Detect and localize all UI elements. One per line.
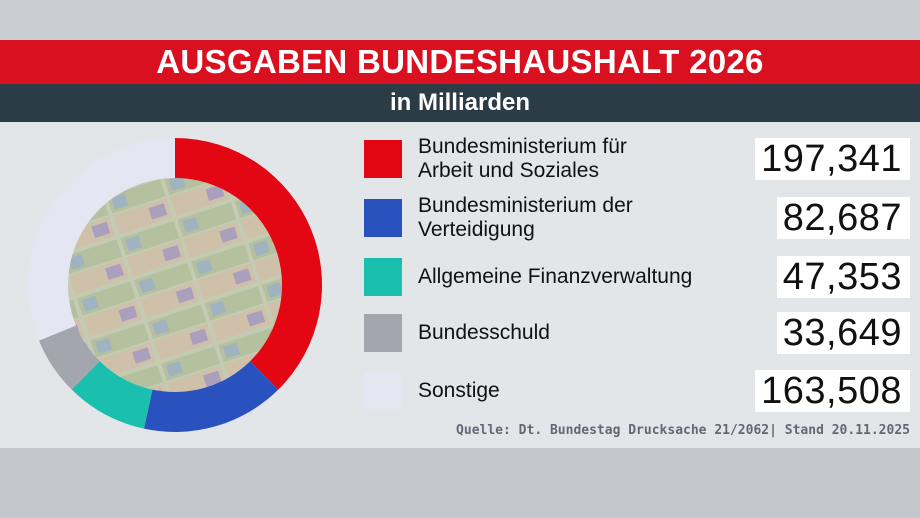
source-note: Quelle: Dt. Bundestag Drucksache 21/2062… xyxy=(456,423,910,438)
legend-label-3: Allgemeine Finanzverwaltung xyxy=(418,265,693,288)
donut-chart xyxy=(27,138,322,432)
donut-slice-4 xyxy=(38,325,100,390)
legend-label-5: Sonstige xyxy=(418,379,500,402)
value-label-2: 82,687 xyxy=(776,197,910,239)
donut-slice-2 xyxy=(143,361,279,432)
legend-swatch-3 xyxy=(364,258,402,296)
donut-slice-3 xyxy=(71,361,153,429)
chart-subtitle: in Milliarden xyxy=(0,84,920,122)
legend-label-2: Bundesministerium der Verteidigung xyxy=(418,194,633,241)
value-label-1: 197,341 xyxy=(755,138,910,180)
euro-notes-image xyxy=(68,178,282,392)
chart-title: AUSGABEN BUNDESHAUSHALT 2026 xyxy=(0,40,920,84)
value-label-3: 47,353 xyxy=(776,256,910,298)
legend-swatch-5 xyxy=(364,372,402,410)
legend-swatch-1 xyxy=(364,140,402,178)
value-label-4: 33,649 xyxy=(776,312,910,354)
value-label-5: 163,508 xyxy=(755,370,910,412)
image-overlay xyxy=(68,178,282,392)
legend-swatch-4 xyxy=(364,314,402,352)
bottom-band xyxy=(0,448,920,518)
donut-slice-5 xyxy=(27,138,175,341)
donut-slice-1 xyxy=(175,138,322,390)
legend-label-1: Bundesministerium für Arbeit und Soziales xyxy=(418,135,627,182)
legend-label-4: Bundesschuld xyxy=(418,321,550,344)
legend-swatch-2 xyxy=(364,199,402,237)
